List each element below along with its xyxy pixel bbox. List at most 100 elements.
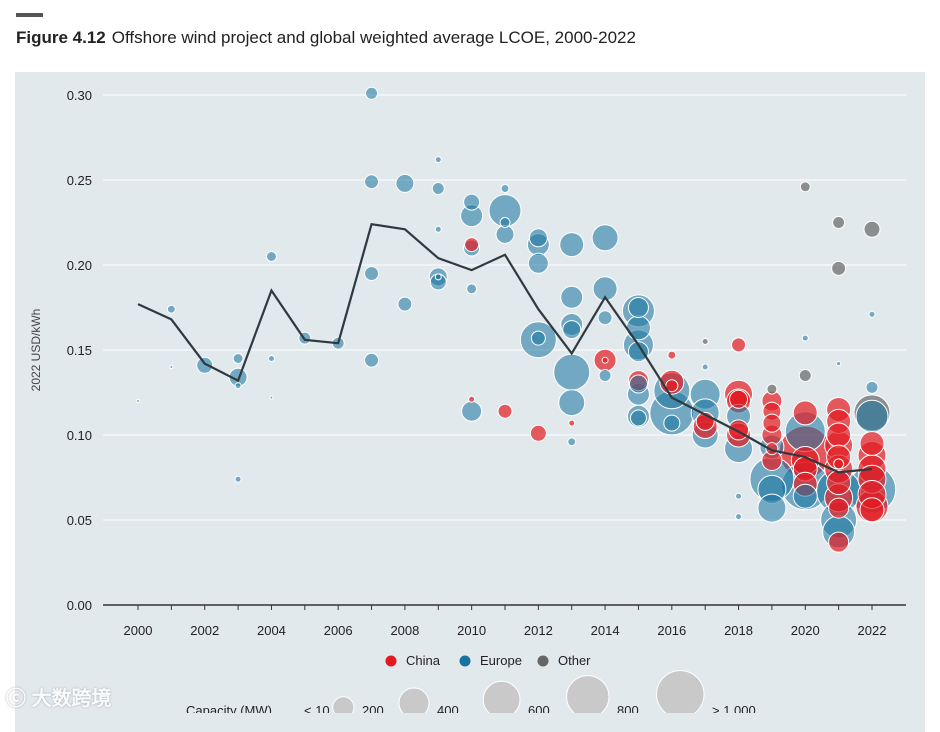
bubble-europe bbox=[265, 251, 277, 262]
watermark-logo: ⓒ 大数跨境 bbox=[6, 688, 112, 710]
y-tick-label: 0.00 bbox=[67, 598, 92, 613]
bubble-europe bbox=[757, 493, 787, 523]
size-legend-circle bbox=[656, 670, 705, 713]
bubble-europe bbox=[597, 310, 613, 326]
weighted-average-line bbox=[137, 222, 873, 474]
x-tick-label: 2016 bbox=[657, 623, 686, 638]
bubble-china bbox=[762, 413, 782, 433]
bubble-europe bbox=[628, 374, 648, 394]
bubble-europe bbox=[169, 365, 174, 369]
size-legend-circle bbox=[332, 696, 355, 713]
bubble-china bbox=[828, 531, 850, 553]
bubble-china bbox=[601, 356, 609, 364]
bubble-europe bbox=[558, 389, 586, 417]
bubble-other bbox=[799, 181, 811, 193]
bubble-europe bbox=[562, 320, 582, 340]
bubble-china bbox=[497, 403, 513, 419]
x-tick-label: 2004 bbox=[257, 623, 286, 638]
figure-title: Figure 4.12 Offshore wind project and glo… bbox=[16, 28, 636, 48]
y-tick-label: 0.05 bbox=[67, 513, 92, 528]
bubble-europe bbox=[397, 296, 413, 312]
y-tick-label: 0.20 bbox=[67, 258, 92, 273]
x-tick-label: 2022 bbox=[858, 623, 887, 638]
bubble-china bbox=[665, 379, 679, 393]
size-legend-label: 800 bbox=[617, 703, 639, 713]
bubble-europe bbox=[592, 276, 618, 302]
bubble-europe bbox=[801, 334, 809, 342]
legend-marker-china bbox=[385, 655, 397, 667]
bubble-europe bbox=[598, 369, 612, 382]
bubble-europe bbox=[166, 304, 176, 314]
size-legend-circle bbox=[482, 680, 521, 713]
bubble-europe bbox=[559, 232, 585, 258]
bubble-other bbox=[863, 220, 881, 238]
y-tick-label: 0.15 bbox=[67, 343, 92, 358]
bubble-europe bbox=[567, 437, 577, 447]
y-tick-label: 0.30 bbox=[67, 88, 92, 103]
bubble-other bbox=[766, 383, 778, 395]
bubble-europe bbox=[136, 399, 140, 403]
bubble-china bbox=[833, 458, 845, 470]
bubble-china bbox=[828, 497, 850, 519]
bubble-other bbox=[701, 338, 709, 345]
bubble-europe bbox=[365, 86, 379, 100]
lcoe-bubble-chart: 0.00 0.05 0.10 0.15 0.20 0.25 0.30 2022 USD/kWh… bbox=[29, 86, 906, 713]
figure-label: Figure 4.12 bbox=[16, 28, 106, 47]
size-legend-circle bbox=[566, 675, 610, 713]
bubble-europe bbox=[663, 414, 681, 432]
bubble-europe bbox=[500, 184, 510, 193]
bubble-europe bbox=[434, 225, 442, 233]
bubble-china bbox=[728, 419, 750, 441]
bubble-china bbox=[729, 389, 749, 409]
legend-marker-other bbox=[537, 655, 549, 667]
bubble-europe bbox=[591, 224, 619, 252]
bubble-europe bbox=[196, 356, 214, 374]
bubble-europe bbox=[364, 174, 380, 190]
bubble-china bbox=[859, 497, 885, 523]
bubble-europe bbox=[625, 315, 651, 341]
bubble-china bbox=[568, 419, 576, 427]
bubble-europe bbox=[530, 330, 546, 346]
bubble-europe bbox=[629, 409, 647, 427]
bubble-europe bbox=[627, 296, 649, 319]
bubble-europe bbox=[868, 310, 876, 318]
figure-accent-bar bbox=[16, 13, 43, 17]
x-tick-label: 2014 bbox=[591, 623, 620, 638]
size-legend-label: 600 bbox=[528, 703, 550, 713]
bubble-europe bbox=[364, 266, 380, 281]
bubble-europe bbox=[528, 228, 548, 248]
bubble-china bbox=[792, 400, 818, 426]
bubble-china bbox=[731, 337, 747, 353]
bubble-europe bbox=[735, 492, 743, 500]
bubble-europe bbox=[434, 273, 442, 281]
bubble-europe bbox=[234, 382, 242, 390]
legend-label-china: China bbox=[406, 653, 441, 668]
bubble-europe bbox=[434, 156, 442, 164]
bubble-europe bbox=[495, 224, 515, 244]
x-tick-label: 2008 bbox=[390, 623, 419, 638]
bubble-europe bbox=[461, 400, 483, 422]
size-legend-label: 200 bbox=[362, 703, 384, 713]
bubble-europe bbox=[855, 399, 889, 433]
legend-label-other: Other bbox=[558, 653, 591, 668]
watermark-text: 大数跨境 bbox=[31, 688, 112, 710]
y-axis-label: 2022 USD/kWh bbox=[29, 309, 43, 392]
bubble-europe bbox=[364, 352, 380, 368]
bubble-europe bbox=[499, 217, 511, 228]
x-tick-label: 2020 bbox=[791, 623, 820, 638]
y-tick-label: 0.25 bbox=[67, 173, 92, 188]
bubble-europe bbox=[431, 182, 445, 195]
x-tick-label: 2012 bbox=[524, 623, 553, 638]
bubble-europe bbox=[792, 483, 818, 509]
bubble-europe bbox=[267, 355, 275, 362]
bubble-europe bbox=[232, 353, 244, 364]
size-legend-label: 400 bbox=[437, 703, 459, 713]
bubble-europe bbox=[553, 353, 591, 391]
x-tick-label: 2010 bbox=[457, 623, 486, 638]
bubble-other bbox=[798, 369, 812, 382]
bubble-china bbox=[826, 422, 852, 448]
y-tick-label: 0.10 bbox=[67, 428, 92, 443]
size-legend-circle bbox=[398, 687, 430, 713]
bubble-china bbox=[464, 237, 480, 253]
bubble-other bbox=[831, 260, 847, 276]
